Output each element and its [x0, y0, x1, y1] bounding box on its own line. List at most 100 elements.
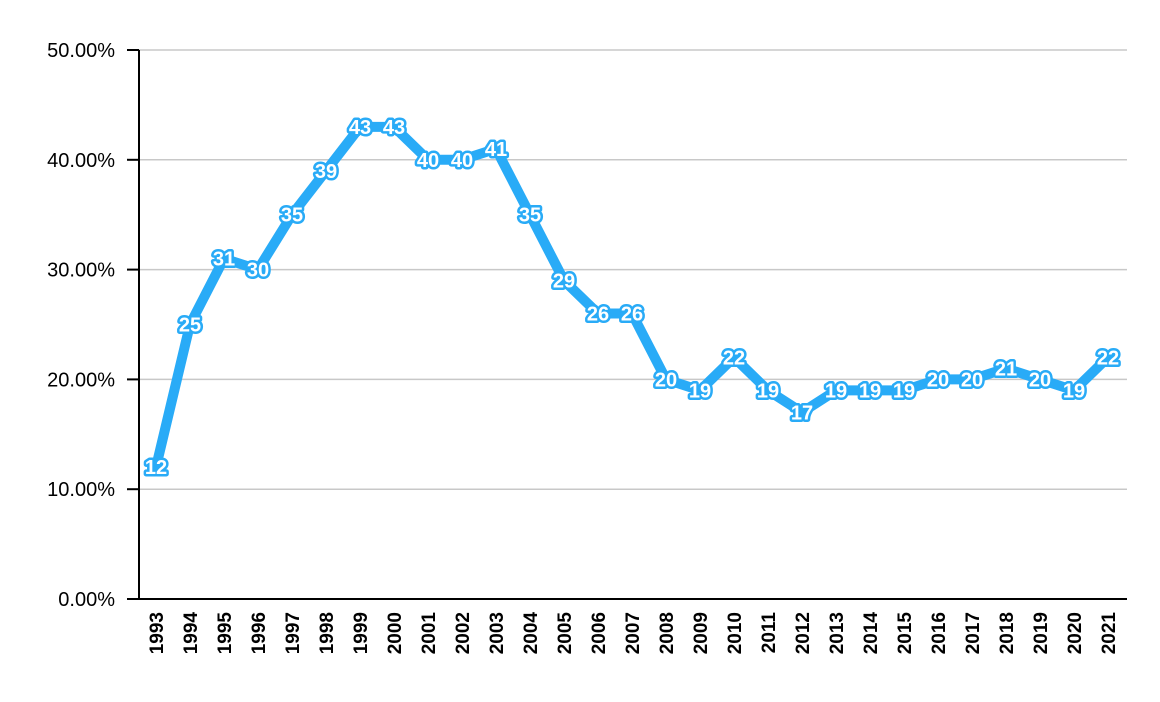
data-point-1996 [254, 265, 262, 274]
x-tick-label-1999: 1999 [351, 612, 372, 654]
data-label-2020: 19 [1063, 380, 1085, 402]
data-label-2016: 20 [927, 369, 949, 391]
data-point-2009 [696, 386, 704, 395]
x-tick-label-1994: 1994 [181, 612, 202, 655]
data-label-1998: 39 [315, 161, 337, 183]
y-tick-labels: 0.00% 10.00% 20.00% 30.00% 40.00% 50.00% [47, 40, 115, 611]
data-point-2007 [628, 309, 636, 318]
data-label-2013: 19 [825, 380, 847, 402]
data-label-2007: 26 [621, 304, 643, 326]
data-label-2019: 20 [1029, 369, 1051, 391]
data-point-2017 [968, 375, 976, 384]
data-point-1995 [220, 254, 228, 263]
y-tick-label-3: 30.00% [47, 260, 115, 282]
data-point-2013 [832, 386, 840, 395]
data-label-1993: 12 [145, 457, 167, 479]
x-tick-label-2019: 2019 [1031, 612, 1052, 654]
x-tick-labels: 1993 1994 1995 1996 1997 1998 1999 2000 2001 2002… [147, 612, 1120, 655]
data-label-2004: 35 [519, 205, 541, 227]
data-label-2008: 20 [655, 369, 677, 391]
data-point-2004 [526, 210, 534, 219]
data-label-2011: 19 [757, 380, 779, 402]
x-tick-label-2000: 2000 [385, 612, 406, 654]
x-tick-label-2010: 2010 [725, 612, 746, 654]
data-point-2019 [1036, 375, 1044, 384]
data-label-2010: 22 [723, 347, 745, 369]
data-point-1997 [288, 210, 296, 219]
data-point-1999 [356, 122, 364, 131]
data-point-1994 [186, 320, 194, 329]
y-tick-label-1: 10.00% [47, 479, 115, 501]
y-tick-label-4: 40.00% [47, 150, 115, 172]
x-tick-label-1997: 1997 [283, 612, 304, 654]
data-label-2006: 26 [587, 304, 609, 326]
data-label-2017: 20 [961, 369, 983, 391]
data-point-2015 [900, 386, 908, 395]
data-point-2001 [424, 155, 432, 164]
data-point-2016 [934, 375, 942, 384]
data-label-2001: 40 [417, 150, 439, 172]
x-tick-label-1998: 1998 [317, 612, 338, 654]
data-point-2021 [1104, 353, 1112, 362]
data-label-1995: 31 [213, 249, 235, 271]
x-tick-label-1993: 1993 [147, 612, 168, 654]
data-point-2010 [730, 353, 738, 362]
data-label-2005: 29 [553, 271, 575, 293]
data-point-2002 [458, 155, 466, 164]
gridlines [139, 49, 1127, 490]
x-tick-label-2009: 2009 [691, 612, 712, 654]
data-point-2006 [594, 309, 602, 318]
y-tick-label-5: 50.00% [47, 40, 115, 62]
x-tick-label-2017: 2017 [963, 612, 984, 654]
data-point-2011 [764, 386, 772, 395]
x-tick-label-2014: 2014 [861, 612, 882, 655]
data-label-1994: 25 [179, 315, 201, 337]
x-tick-label-1996: 1996 [249, 612, 270, 654]
data-label-2002: 40 [451, 150, 473, 172]
x-tick-label-1995: 1995 [215, 612, 236, 655]
data-point-2000 [390, 122, 398, 131]
data-label-2000: 43 [383, 117, 405, 139]
series-line-path [151, 121, 1113, 473]
data-label-2018: 21 [995, 358, 1017, 380]
x-tick-label-2018: 2018 [997, 612, 1018, 654]
data-label-2014: 19 [859, 380, 881, 402]
x-tick-label-2021: 2021 [1099, 612, 1120, 655]
x-tick-label-2007: 2007 [623, 612, 644, 654]
data-label-1999: 43 [349, 117, 371, 139]
x-tick-label-2008: 2008 [657, 612, 678, 654]
y-tick-label-0: 0.00% [58, 589, 115, 611]
x-tick-label-2020: 2020 [1065, 612, 1086, 654]
data-label-1997: 35 [281, 205, 303, 227]
data-label-1996: 30 [247, 260, 269, 282]
data-label-2012: 17 [791, 402, 813, 424]
x-tick-label-2001: 2001 [419, 612, 440, 655]
data-point-2003 [492, 144, 500, 153]
data-label-2021: 22 [1097, 347, 1119, 369]
x-tick-label-2016: 2016 [929, 612, 950, 654]
x-tick-label-2002: 2002 [453, 612, 474, 654]
data-point-2012 [798, 408, 806, 417]
data-point-1993 [152, 463, 160, 472]
x-tick-label-2003: 2003 [487, 612, 508, 654]
data-point-2014 [866, 386, 874, 395]
data-point-2005 [560, 276, 568, 285]
x-tick-label-2015: 2015 [895, 612, 916, 655]
data-point-1998 [322, 166, 330, 175]
x-tick-label-2011: 2011 [759, 612, 780, 654]
x-tick-label-2013: 2013 [827, 612, 848, 654]
x-tick-label-2005: 2005 [555, 612, 576, 655]
series-line [151, 121, 1113, 473]
data-label-2009: 19 [689, 380, 711, 402]
data-label-2015: 19 [893, 380, 915, 402]
data-point-2018 [1002, 364, 1010, 373]
x-tick-label-2006: 2006 [589, 612, 610, 654]
data-point-2020 [1070, 386, 1078, 395]
y-tick-label-2: 20.00% [47, 369, 115, 391]
axes [127, 49, 1127, 600]
data-labels: 12 25 31 30 35 39 43 43 40 40 41 35 29 26 26 20 19 22 19 17… [142, 114, 1121, 481]
x-tick-label-2012: 2012 [793, 612, 814, 654]
data-label-2003: 41 [485, 139, 507, 161]
data-point-2008 [662, 375, 670, 384]
